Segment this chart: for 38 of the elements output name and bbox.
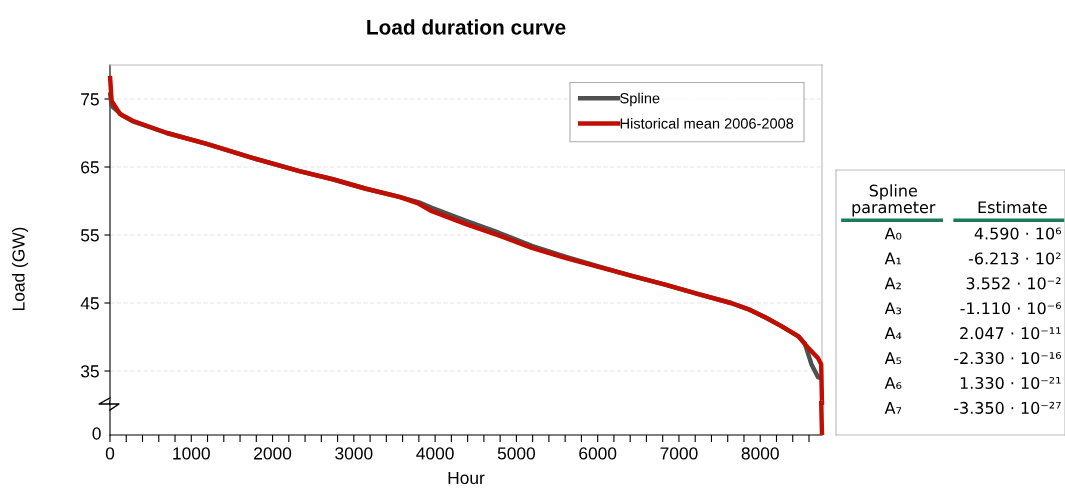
text: A₃: [884, 302, 902, 315]
legend-label: Historical mean 2006-2008: [620, 117, 794, 129]
text: -1.110 · 10⁻⁶: [960, 302, 1062, 315]
text: A₂: [884, 277, 901, 290]
text: A₁: [884, 252, 902, 265]
x-tick-label: 1000: [173, 447, 210, 460]
x-tick-label: 6000: [579, 447, 617, 460]
text: 1.330 · 10⁻²¹: [960, 376, 1061, 390]
text: 3.552 · 10⁻²: [966, 277, 1061, 290]
x-tick-label: 4000: [416, 447, 454, 460]
text: A₄: [884, 327, 902, 340]
x-tick-label: 2000: [254, 447, 292, 460]
y-tick-label: 35: [80, 365, 99, 378]
x-tick-label: 5000: [497, 447, 536, 460]
text: A₅: [884, 352, 902, 365]
text: A₆: [884, 377, 902, 389]
text: 0: [92, 427, 101, 440]
text: A₇: [884, 402, 902, 414]
text: -2.330 · 10⁻¹⁶: [954, 352, 1062, 365]
text: 4.590 · 10⁶: [974, 227, 1062, 240]
y-tick-label: 45: [80, 297, 99, 310]
text: 2.047 · 10⁻¹¹: [960, 327, 1061, 340]
x-tick-label: 3000: [335, 447, 373, 460]
x-axis-title: Hour: [448, 471, 485, 485]
y-axis-title: Load (GW): [11, 227, 29, 311]
chart-title: Load duration curve: [367, 19, 566, 35]
text: Estimate: [978, 200, 1047, 214]
text: -6.213 · 10²: [968, 252, 1061, 265]
text: -3.350 · 10⁻²⁷: [954, 401, 1061, 414]
x-tick-label: 8000: [741, 447, 779, 460]
legend-label: Spline: [620, 92, 660, 107]
x-tick-label: 7000: [660, 447, 698, 460]
y-tick-label: 65: [81, 161, 99, 174]
x-tick-label: 0: [105, 447, 115, 460]
text: A₀: [884, 227, 902, 240]
y-tick-label: 55: [80, 229, 99, 242]
text: Spline parameter: [852, 184, 936, 217]
y-tick-label: 75: [81, 93, 99, 106]
